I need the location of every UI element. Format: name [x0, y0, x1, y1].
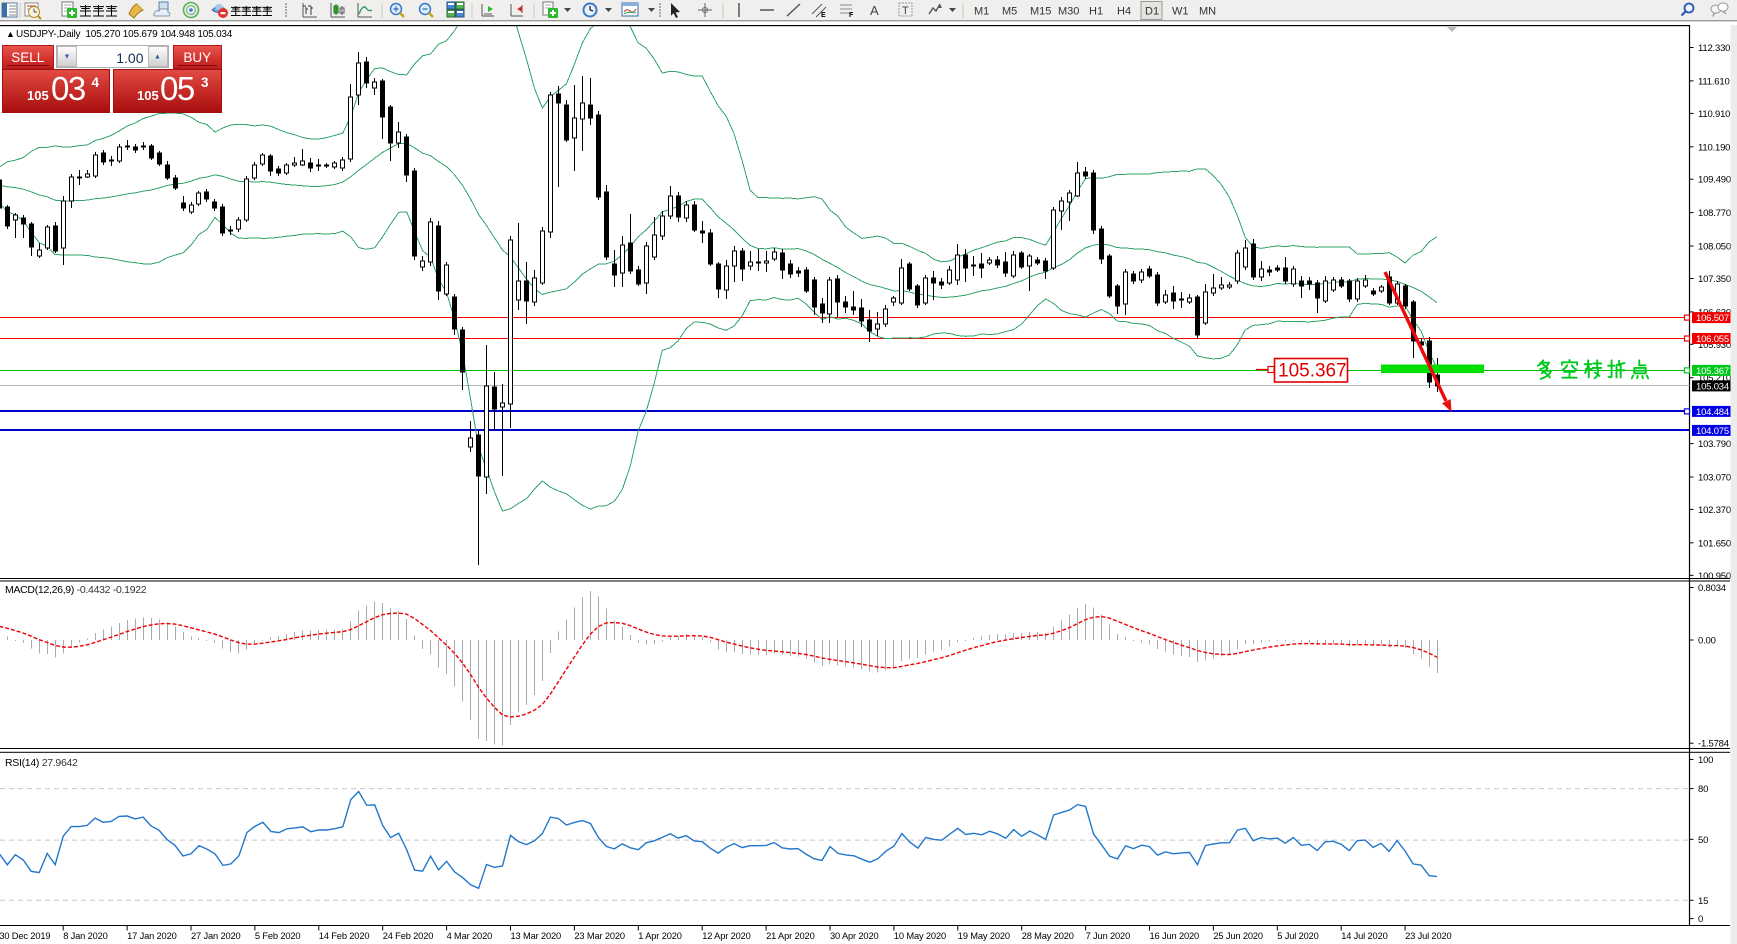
svg-text:100.950: 100.950 — [1698, 571, 1731, 582]
svg-text:28 May 2020: 28 May 2020 — [1022, 931, 1074, 941]
svg-text:108.770: 108.770 — [1698, 208, 1731, 219]
svg-text:-1.5784: -1.5784 — [1698, 739, 1729, 750]
svg-text:M30: M30 — [1058, 6, 1079, 18]
svg-text:100: 100 — [1698, 755, 1713, 766]
svg-text:M15: M15 — [1030, 6, 1051, 18]
svg-text:MACD(12,26,9) -0.4432 -0.1922: MACD(12,26,9) -0.4432 -0.1922 — [5, 584, 147, 596]
svg-text:30 Dec 2019: 30 Dec 2019 — [0, 931, 50, 941]
svg-text:8 Jan 2020: 8 Jan 2020 — [63, 931, 108, 941]
svg-text:103.070: 103.070 — [1698, 473, 1731, 484]
svg-text:50: 50 — [1698, 835, 1708, 846]
svg-text:27 Jan 2020: 27 Jan 2020 — [191, 931, 241, 941]
svg-text:5 Feb 2020: 5 Feb 2020 — [255, 931, 301, 941]
svg-text:W1: W1 — [1172, 6, 1189, 18]
svg-text:80: 80 — [1698, 784, 1708, 795]
svg-text:107.350: 107.350 — [1698, 274, 1731, 285]
svg-text:17 Jan 2020: 17 Jan 2020 — [127, 931, 177, 941]
svg-text:25 Jun 2020: 25 Jun 2020 — [1213, 931, 1263, 941]
svg-text:4 Mar 2020: 4 Mar 2020 — [447, 931, 493, 941]
svg-text:USDJPY-,Daily 105.270 105.679: USDJPY-,Daily 105.270 105.679 104.948 10… — [16, 29, 233, 40]
svg-text:105.930: 105.930 — [1698, 340, 1731, 351]
svg-text:F: F — [849, 12, 854, 19]
svg-text:104.484: 104.484 — [1696, 407, 1729, 418]
svg-text:103.790: 103.790 — [1698, 439, 1731, 450]
svg-text:RSI(14) 27.9642: RSI(14) 27.9642 — [5, 757, 78, 769]
svg-text:▲: ▲ — [6, 29, 15, 39]
svg-text:16 Jun 2020: 16 Jun 2020 — [1150, 931, 1200, 941]
svg-text:105.034: 105.034 — [1696, 381, 1729, 392]
svg-text:E: E — [821, 12, 826, 19]
svg-text:13 Mar 2020: 13 Mar 2020 — [511, 931, 562, 941]
svg-text:12 Apr 2020: 12 Apr 2020 — [702, 931, 751, 941]
svg-text:5 Jul 2020: 5 Jul 2020 — [1277, 931, 1318, 941]
svg-text:0.8034: 0.8034 — [1698, 583, 1726, 594]
svg-text:24 Feb 2020: 24 Feb 2020 — [383, 931, 434, 941]
svg-text:D1: D1 — [1145, 6, 1159, 18]
svg-text:110.910: 110.910 — [1698, 109, 1730, 120]
svg-text:1 Apr 2020: 1 Apr 2020 — [638, 931, 681, 941]
svg-text:111.610: 111.610 — [1698, 76, 1730, 87]
svg-text:M5: M5 — [1002, 6, 1017, 18]
svg-text:30 Apr 2020: 30 Apr 2020 — [830, 931, 879, 941]
svg-text:M1: M1 — [974, 6, 989, 18]
svg-text:14 Feb 2020: 14 Feb 2020 — [319, 931, 370, 941]
svg-text:105.367: 105.367 — [1278, 361, 1347, 382]
svg-text:H4: H4 — [1117, 6, 1131, 18]
svg-text:112.330: 112.330 — [1698, 43, 1730, 54]
svg-text:104.075: 104.075 — [1696, 426, 1729, 437]
svg-text:23 Jul 2020: 23 Jul 2020 — [1405, 931, 1451, 941]
svg-text:MN: MN — [1199, 6, 1216, 18]
svg-text:14 Jul 2020: 14 Jul 2020 — [1341, 931, 1387, 941]
svg-text:10 May 2020: 10 May 2020 — [894, 931, 946, 941]
svg-text:106.055: 106.055 — [1696, 334, 1729, 345]
svg-text:H1: H1 — [1089, 6, 1103, 18]
svg-text:0: 0 — [1698, 914, 1703, 925]
svg-text:105.367: 105.367 — [1696, 366, 1729, 377]
svg-text:109.490: 109.490 — [1698, 175, 1731, 186]
svg-text:108.050: 108.050 — [1698, 242, 1731, 253]
svg-text:7 Jun 2020: 7 Jun 2020 — [1086, 931, 1131, 941]
svg-text:0.00: 0.00 — [1698, 636, 1716, 647]
svg-text:23 Mar 2020: 23 Mar 2020 — [574, 931, 625, 941]
svg-text:A: A — [870, 3, 879, 18]
svg-text:21 Apr 2020: 21 Apr 2020 — [766, 931, 815, 941]
svg-text:102.370: 102.370 — [1698, 505, 1731, 516]
svg-text:106.507: 106.507 — [1696, 313, 1729, 324]
svg-text:105.210: 105.210 — [1698, 373, 1731, 384]
svg-text:15: 15 — [1698, 896, 1708, 907]
svg-text:19 May 2020: 19 May 2020 — [958, 931, 1010, 941]
svg-text:T: T — [902, 5, 909, 17]
svg-text:110.190: 110.190 — [1698, 142, 1730, 153]
svg-text:101.650: 101.650 — [1698, 538, 1731, 549]
